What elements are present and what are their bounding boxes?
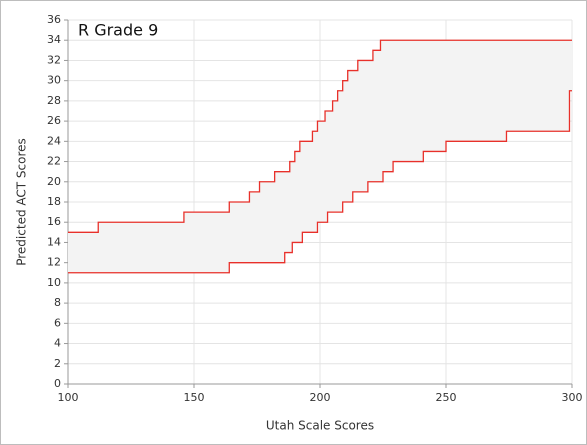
y-axis-label: Predicted ACT Scores: [15, 138, 29, 266]
y-tick-label: 26: [47, 114, 61, 127]
x-tick-label: 150: [184, 391, 205, 404]
y-tick-label: 8: [54, 296, 61, 309]
y-tick-label: 6: [54, 316, 61, 329]
y-tick-label: 4: [54, 337, 61, 350]
x-tick-label: 300: [562, 391, 583, 404]
x-tick-label: 200: [310, 391, 331, 404]
y-tick-label: 30: [47, 74, 61, 87]
y-tick-label: 14: [47, 235, 61, 248]
y-tick-label: 0: [54, 377, 61, 390]
x-tick-label: 100: [58, 391, 79, 404]
band-fill: [68, 40, 572, 273]
y-tick-label: 20: [47, 175, 61, 188]
y-tick-label: 34: [47, 33, 61, 46]
x-tick-label: 250: [436, 391, 457, 404]
y-tick-label: 18: [47, 195, 61, 208]
y-tick-label: 32: [47, 53, 61, 66]
y-tick-label: 16: [47, 215, 61, 228]
y-tick-label: 22: [47, 155, 61, 168]
y-tick-label: 36: [47, 13, 61, 26]
x-axis-label: Utah Scale Scores: [266, 419, 374, 433]
chart-title: R Grade 9: [78, 21, 158, 40]
step-line: [68, 39, 572, 233]
plot: [68, 39, 572, 274]
y-tick-label: 24: [47, 134, 61, 147]
y-tick-label: 2: [54, 357, 61, 370]
step-line: [68, 90, 572, 274]
y-tick-label: 10: [47, 276, 61, 289]
y-tick-label: 28: [47, 94, 61, 107]
y-tick-label: 12: [47, 256, 61, 269]
